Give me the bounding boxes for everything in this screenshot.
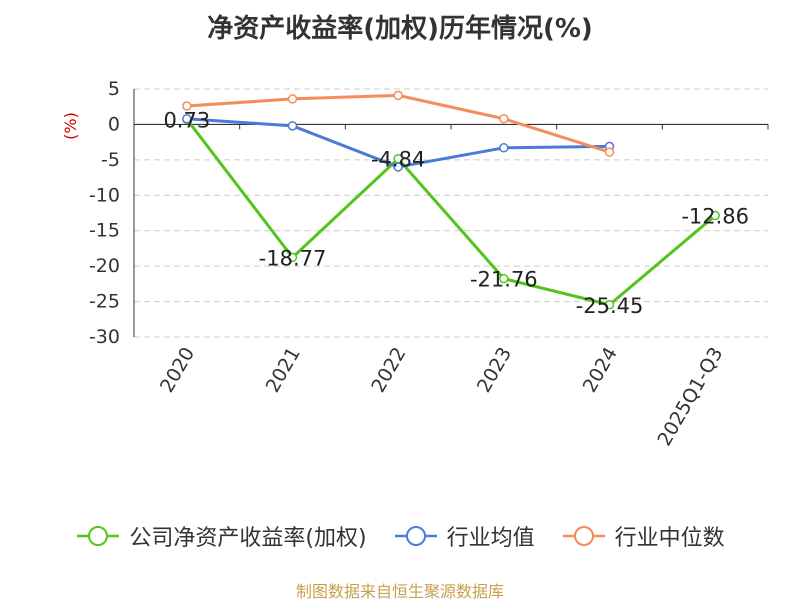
legend: 公司净资产收益率(加权) 行业均值 行业中位数: [0, 520, 800, 552]
data-point: [393, 90, 403, 101]
legend-label: 行业中位数: [614, 526, 725, 551]
data-point: [604, 300, 615, 310]
axes: [133, 89, 769, 337]
data-point: [710, 210, 720, 221]
legend-swatch-icon: [562, 526, 605, 546]
legend-label: 公司净资产收益率(加权): [129, 526, 367, 551]
x-tick-label: 2022: [367, 344, 410, 397]
data-point: [287, 252, 298, 263]
data-point: [393, 162, 403, 172]
legend-label: 行业均值: [446, 526, 535, 551]
data-point: [499, 114, 509, 124]
y-tick-label: 5: [108, 78, 120, 100]
x-tick-label: 2023: [473, 344, 516, 397]
legend-item-2[interactable]: 行业中位数: [561, 520, 725, 552]
legend-item-0[interactable]: 公司净资产收益率(加权): [75, 520, 367, 552]
data-point: [499, 273, 509, 284]
y-tick-label: -10: [89, 184, 120, 206]
y-tick-label: -20: [89, 255, 120, 277]
data-point: [182, 101, 192, 111]
y-tick-label: -5: [101, 149, 120, 171]
source-note: 制图数据来自恒生聚源数据库: [295, 582, 504, 601]
y-tick-label: -30: [89, 326, 120, 348]
x-tick-label: 2021: [262, 344, 305, 397]
data-point: [287, 121, 298, 131]
series-lines: [182, 90, 720, 310]
data-label: -25.45: [576, 294, 644, 318]
data-label: -4.84: [371, 148, 425, 172]
data-point: [182, 114, 192, 124]
x-tick-label: 2024: [579, 344, 622, 397]
chart-title: 净资产收益率(加权)历年情况(%): [207, 14, 593, 44]
y-tick-label: -25: [89, 291, 120, 313]
legend-item-1[interactable]: 行业均值: [393, 520, 535, 552]
data-labels: 0.73 -18.77 -4.84 -21.76 -25.45 -12.86: [163, 108, 749, 318]
data-label: -18.77: [259, 246, 327, 270]
data-point: [604, 147, 615, 157]
legend-swatch-icon: [77, 526, 120, 546]
y-axis-title: (%): [61, 112, 80, 140]
x-tick-label: 2025Q1-Q3: [653, 344, 727, 450]
y-tick-labels: 5 0 -5 -10 -15 -20 -25 -30: [89, 78, 120, 348]
y-tick-label: -15: [89, 220, 120, 242]
data-point: [287, 94, 298, 104]
x-tick-labels: 2020 2021 2022 2023 2024 2025Q1-Q3: [156, 344, 728, 450]
data-label: -21.76: [470, 268, 538, 292]
x-tick-label: 2020: [156, 344, 199, 397]
grid-lines: [134, 88, 768, 338]
series-line-0: [185, 118, 717, 307]
data-label: 0.73: [163, 108, 210, 132]
data-point: [499, 143, 509, 153]
data-label: -12.86: [681, 205, 749, 229]
legend-swatch-icon: [394, 526, 437, 546]
y-tick-label: 0: [108, 113, 120, 135]
